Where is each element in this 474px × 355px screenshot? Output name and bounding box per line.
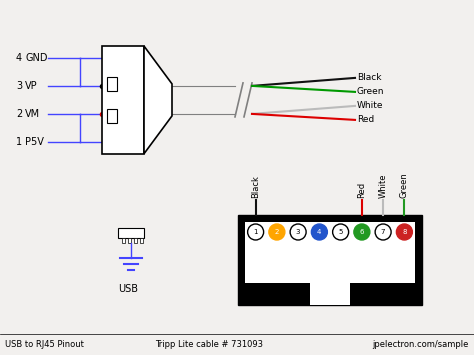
Bar [107,109,117,123]
Text: 2: 2 [16,109,22,119]
Text: Red: Red [357,182,366,198]
Circle shape [269,224,285,240]
Bar [122,238,125,243]
Circle shape [333,224,348,240]
Bar [134,238,137,243]
Text: P5V: P5V [25,137,44,147]
Bar [238,215,422,305]
Bar [102,46,144,154]
Circle shape [396,224,412,240]
Circle shape [354,224,370,240]
Bar [140,238,143,243]
Bar [245,222,415,283]
Text: 3: 3 [296,229,301,235]
Text: Red: Red [357,115,374,124]
Text: GND: GND [25,53,47,63]
Bar [118,228,144,238]
Circle shape [247,224,264,240]
Text: 5: 5 [338,229,343,235]
Circle shape [375,224,391,240]
Text: Black: Black [251,175,260,198]
Text: 2: 2 [275,229,279,235]
Text: Black: Black [357,73,382,82]
Text: 7: 7 [381,229,385,235]
Text: 1: 1 [16,137,22,147]
Text: 1: 1 [254,229,258,235]
Text: Tripp Lite cable # 731093: Tripp Lite cable # 731093 [155,340,263,349]
Bar [107,77,117,91]
Circle shape [290,224,306,240]
Text: 4: 4 [16,53,22,63]
Text: 6: 6 [360,229,364,235]
Text: Green: Green [400,172,409,198]
Text: USB: USB [118,284,138,294]
Text: 3: 3 [16,81,22,91]
Circle shape [311,224,328,240]
Bar [128,238,131,243]
Polygon shape [144,46,172,154]
Text: White: White [357,102,383,110]
Text: 8: 8 [402,229,407,235]
Text: 4: 4 [317,229,321,235]
Text: Green: Green [357,87,384,97]
Text: White: White [379,174,388,198]
Text: VM: VM [25,109,40,119]
Text: USB to RJ45 Pinout: USB to RJ45 Pinout [5,340,84,349]
Bar [310,283,350,305]
Text: jpelectron.com/sample: jpelectron.com/sample [373,340,469,349]
Text: VP: VP [25,81,37,91]
